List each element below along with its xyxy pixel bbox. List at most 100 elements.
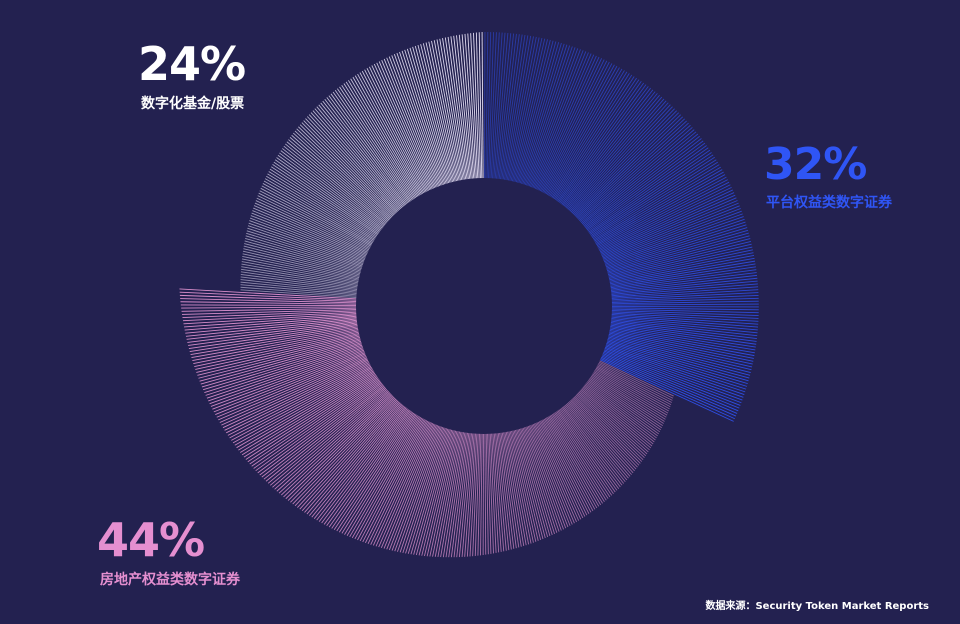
segment-ray-fund-stock	[255, 200, 376, 257]
segment-ray-platform	[603, 314, 759, 328]
segment-ray-real-estate	[588, 363, 670, 410]
segment-ray-real-estate	[188, 321, 366, 346]
segment-ray-fund-stock	[266, 175, 382, 245]
segment-ray-real-estate	[195, 331, 367, 370]
segment-ray-real-estate	[592, 357, 674, 397]
segment-ray-fund-stock	[433, 40, 463, 189]
segment-ray-fund-stock	[272, 164, 385, 240]
segment-ray-real-estate	[212, 348, 372, 410]
segment-ray-platform	[599, 235, 750, 276]
segment-ray-platform	[597, 216, 744, 268]
segment-ray-platform	[597, 218, 745, 269]
segment-ray-real-estate	[375, 415, 436, 547]
segment-ray-real-estate	[180, 298, 365, 304]
segment-ray-platform	[603, 297, 759, 304]
segment-ray-platform	[594, 197, 737, 260]
segment-ray-real-estate	[514, 421, 546, 539]
segment-ray-platform	[491, 32, 503, 187]
segment-ray-platform	[591, 184, 731, 254]
segment-ray-platform	[602, 266, 756, 290]
segment-ray-platform	[596, 347, 742, 404]
segment-ray-fund-stock	[439, 38, 465, 188]
segment-ray-platform	[603, 308, 759, 314]
segment-ray-platform	[517, 42, 562, 192]
segment-ray-fund-stock	[324, 98, 412, 212]
segment-ray-real-estate	[311, 398, 409, 518]
segment-ray-platform	[601, 249, 753, 282]
segment-ray-fund-stock	[310, 112, 405, 217]
segment-ray-fund-stock	[456, 35, 473, 187]
segment-ray-platform	[490, 32, 500, 187]
segment-ray-real-estate	[278, 386, 396, 494]
segment-ray-real-estate	[321, 401, 413, 524]
segment-ray-platform	[575, 129, 695, 230]
segment-ray-platform	[566, 106, 673, 220]
segment-ray-real-estate	[515, 421, 549, 538]
segment-ray-real-estate	[519, 420, 555, 535]
segment-ray-real-estate	[542, 410, 598, 509]
segment-ray-real-estate	[378, 415, 437, 548]
segment-ray-real-estate	[187, 320, 365, 343]
segment-ray-real-estate	[215, 350, 373, 415]
segment-ray-platform	[542, 67, 620, 202]
segment-ray-real-estate	[213, 349, 373, 413]
segment-ray-real-estate	[193, 328, 367, 365]
segment-ray-platform	[599, 338, 749, 382]
segment-ray-real-estate	[241, 368, 383, 456]
segment-ray-fund-stock	[242, 255, 367, 283]
segment-ray-fund-stock	[381, 60, 439, 196]
segment-ray-platform	[562, 98, 665, 216]
segment-ray-real-estate	[179, 291, 365, 302]
segment-ray-platform	[515, 41, 557, 191]
segment-ray-platform	[592, 189, 734, 256]
segment-ray-platform	[518, 43, 565, 192]
segment-ray-real-estate	[510, 422, 539, 541]
segment-ray-fund-stock	[242, 253, 367, 282]
segment-ray-fund-stock	[306, 116, 403, 219]
segment-ray-real-estate	[184, 313, 365, 328]
segment-ray-platform	[593, 354, 736, 420]
segment-ray-real-estate	[410, 420, 451, 555]
segment-ray-fund-stock	[332, 91, 416, 209]
segment-ray-real-estate	[364, 413, 431, 544]
segment-ray-real-estate	[323, 402, 414, 525]
segment-ray-real-estate	[577, 380, 655, 443]
segment-ray-real-estate	[301, 395, 405, 512]
segment-ray-fund-stock	[247, 225, 371, 268]
segment-ray-fund-stock	[249, 217, 372, 265]
segment-ray-real-estate	[567, 391, 640, 466]
segment-ray-real-estate	[504, 424, 527, 546]
segment-ray-fund-stock	[461, 34, 475, 187]
segment-ray-platform	[603, 305, 759, 308]
segment-ray-platform	[583, 152, 712, 240]
segment-ray-platform	[524, 48, 579, 194]
segment-ray-platform	[602, 321, 757, 342]
segment-ray-real-estate	[517, 420, 553, 536]
segment-ray-fund-stock	[280, 150, 389, 234]
segment-ray-fund-stock	[279, 152, 389, 235]
segment-ray-fund-stock	[352, 76, 425, 203]
segment-ray-platform	[603, 295, 759, 302]
segment-ray-fund-stock	[444, 37, 468, 188]
segment-ray-real-estate	[359, 411, 429, 542]
segment-ray-platform	[553, 82, 645, 209]
segment-ray-platform	[567, 110, 677, 221]
segment-ray-real-estate	[527, 417, 571, 526]
segment-ray-real-estate	[539, 411, 594, 512]
segment-ray-platform	[581, 145, 707, 237]
segment-ray-real-estate	[415, 421, 453, 556]
segment-ray-fund-stock	[274, 159, 386, 238]
segment-ray-real-estate	[326, 403, 415, 527]
segment-ray-real-estate	[198, 335, 368, 379]
segment-ray-real-estate	[549, 405, 611, 498]
segment-ray-fund-stock	[241, 263, 366, 287]
segment-ray-real-estate	[523, 418, 564, 530]
segment-ray-real-estate	[554, 402, 620, 489]
segment-ray-real-estate	[580, 376, 659, 435]
segment-ray-platform	[597, 344, 745, 396]
segment-ray-platform	[583, 154, 714, 241]
segment-ray-real-estate	[249, 372, 385, 465]
segment-ray-platform	[522, 46, 573, 193]
segment-ray-real-estate	[391, 418, 443, 551]
